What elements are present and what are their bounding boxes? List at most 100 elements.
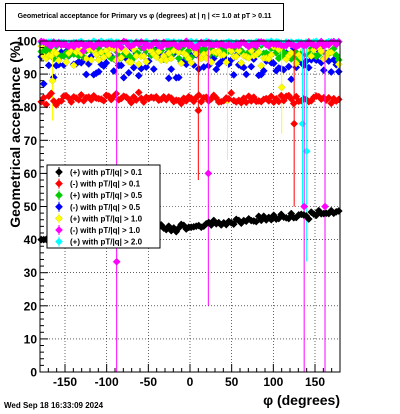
data-point [290, 119, 299, 128]
data-point [99, 96, 108, 105]
data-point [174, 73, 183, 82]
x-tick-label: -100 [95, 375, 119, 389]
legend-entry-label: (-) with pT/|q| > 0.1 [70, 180, 141, 189]
data-point [194, 106, 203, 115]
data-point [224, 94, 233, 103]
data-point [227, 47, 236, 56]
data-point [104, 50, 113, 59]
y-tick-label: 40 [24, 233, 38, 247]
x-tick-label: 50 [225, 375, 239, 389]
x-tick-label: 100 [263, 375, 283, 389]
data-point [117, 53, 126, 62]
chart-title: Geometrical acceptance for Primary vs φ … [17, 13, 272, 20]
x-tick-label: 150 [305, 375, 325, 389]
legend-entry-label: (+) with pT/|q| > 0.5 [70, 191, 143, 200]
data-point [134, 71, 143, 80]
data-point [127, 98, 136, 107]
data-point [122, 48, 131, 57]
data-point [307, 52, 316, 61]
data-point [87, 55, 96, 64]
data-point [109, 67, 118, 75]
data-point [334, 207, 343, 215]
data-point [149, 65, 158, 74]
legend: (+) with pT/|q| > 0.1 (-) with pT/|q| > 0… [46, 164, 161, 249]
data-point [127, 58, 136, 67]
y-tick-label: 50 [24, 200, 38, 214]
data-point [99, 53, 108, 62]
data-point [257, 61, 266, 70]
y-tick-label: 0 [30, 366, 37, 380]
data-point [234, 46, 243, 55]
y-tick-label: 100 [17, 35, 37, 49]
data-point [259, 66, 268, 75]
data-point [117, 43, 126, 52]
y-axis-label: Geometrical acceptance (%) [7, 41, 23, 228]
data-point [129, 63, 138, 72]
data-point [142, 57, 151, 66]
data-point [177, 59, 186, 68]
data-point [82, 70, 91, 79]
data-point [48, 76, 57, 85]
data-point [139, 52, 148, 60]
data-point [242, 70, 251, 79]
data-point [287, 75, 296, 84]
data-point [44, 61, 53, 70]
data-point [222, 58, 231, 67]
data-point [52, 49, 61, 58]
data-point [254, 48, 263, 57]
data-point [69, 61, 78, 70]
data-point [177, 99, 186, 108]
data-point [47, 89, 56, 98]
data-point [269, 59, 278, 68]
data-point [334, 60, 343, 69]
data-point [119, 73, 128, 82]
data-point [142, 63, 151, 72]
data-point [42, 100, 51, 109]
legend-entry-label: (+) with pT/|q| > 1.0 [70, 214, 143, 223]
data-point [212, 65, 221, 74]
data-point [164, 74, 173, 83]
data-point [79, 46, 88, 55]
data-point [267, 50, 276, 59]
y-tick-label: 80 [24, 101, 38, 115]
data-point [334, 67, 343, 76]
legend-entry-label: (-) with pT/|q| > 0.5 [70, 203, 141, 212]
data-point [317, 47, 326, 56]
y-tick-label: 30 [24, 266, 38, 280]
data-point [319, 66, 328, 75]
data-point [124, 68, 133, 77]
x-tick-label: -150 [53, 375, 77, 389]
x-tick-label: 0 [187, 375, 194, 389]
legend-entry-label: (+) with pT/|q| > 2.0 [70, 238, 143, 247]
data-point [54, 56, 63, 65]
footer-timestamp: Wed Sep 18 16:33:09 2024 [4, 401, 104, 410]
data-point [117, 61, 126, 70]
data-point [207, 58, 216, 66]
data-point [324, 93, 333, 102]
legend-entry-label: (+) with pT/|q| > 0.1 [70, 168, 143, 177]
data-point [304, 215, 313, 223]
axes-layer: -150 -100 -50 0 50 100 150 0 10 20 30 40 50 60 70 80 90 1… [7, 35, 341, 408]
data-point [321, 202, 329, 211]
data-point [297, 53, 306, 62]
data-point [247, 62, 256, 71]
legend-entry-label: (-) with pT/|q| > 1.0 [70, 226, 141, 235]
data-point [54, 60, 63, 69]
data-point [284, 62, 293, 71]
data-point [232, 52, 241, 61]
y-tick-label: 20 [24, 299, 38, 313]
data-point [229, 70, 238, 79]
data-point [94, 56, 103, 64]
x-tick-label: -50 [140, 375, 158, 389]
data-point [300, 202, 309, 211]
data-point [327, 68, 336, 76]
data-point [334, 37, 343, 46]
data-point [334, 95, 343, 104]
data-point [112, 257, 121, 266]
legend-box [46, 164, 161, 249]
y-tick-label: 10 [24, 332, 38, 346]
data-point [134, 88, 143, 97]
data-point [174, 48, 183, 57]
chart-title-box: Geometrical acceptance for Primary vs φ … [5, 3, 284, 31]
data-point [327, 48, 336, 57]
